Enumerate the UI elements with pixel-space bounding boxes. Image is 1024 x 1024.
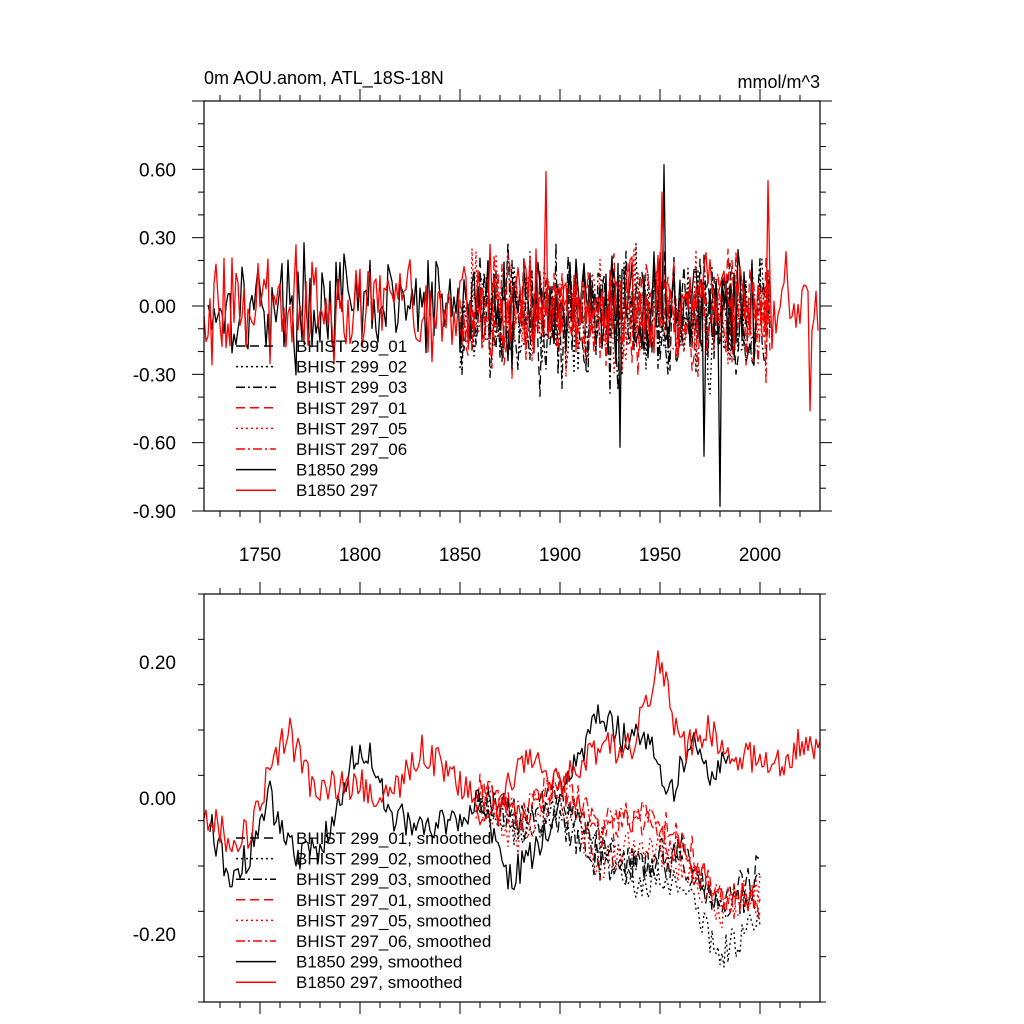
legend-label: B1850 299, smoothed (296, 953, 462, 972)
legend-label: B1850 297, smoothed (296, 973, 462, 992)
legend-label: BHIST 299_02 (296, 358, 407, 377)
x-tick-label: 1800 (339, 545, 381, 566)
legend-label: BHIST 297_05, smoothed (296, 911, 491, 930)
top-panel-units: mmol/m^3 (738, 72, 820, 92)
series-line (203, 650, 821, 853)
series-line (203, 170, 819, 412)
legend-label: BHIST 299_01 (296, 337, 407, 356)
x-tick-label: 1750 (239, 545, 281, 566)
y-tick-label: -0.20 (133, 925, 176, 946)
top-panel: 0m AOU.anom, ATL_18S-18N mmol/m^3 1750 18… (133, 68, 832, 566)
y-tick-label: -0.30 (133, 365, 176, 386)
y-tick-label: 0.20 (139, 653, 176, 674)
legend-label: BHIST 297_01 (296, 399, 407, 418)
legend-label: B1850 297 (296, 481, 378, 500)
x-tick-label: 1850 (439, 545, 481, 566)
series-line (207, 164, 763, 508)
series-line (475, 776, 761, 913)
legend-label: BHIST 299_03 (296, 378, 407, 397)
bottom-panel: 0.20 0.00 -0.20 BHIST 299_01, smoothed BHIST… (133, 582, 826, 1014)
x-tick-label: 2000 (739, 545, 781, 566)
y-tick-label: -0.90 (133, 502, 176, 523)
y-tick-label: 0.30 (139, 229, 176, 250)
legend-label: BHIST 299_01, smoothed (296, 829, 491, 848)
legend-label: BHIST 297_01, smoothed (296, 891, 491, 910)
y-tick-label: 0.00 (139, 789, 176, 810)
y-tick-label: 0.60 (139, 160, 176, 181)
series-line (459, 243, 771, 395)
plot-frame (203, 593, 821, 1003)
legend-label: BHIST 297_06 (296, 440, 407, 459)
legend-label: BHIST 297_05 (296, 419, 407, 438)
top-panel-title: 0m AOU.anom, ATL_18S-18N (204, 68, 444, 89)
series-line (475, 773, 761, 914)
legend-label: B1850 299 (296, 461, 378, 480)
x-tick-label: 1900 (539, 545, 581, 566)
series-line (475, 795, 761, 968)
y-tick-label: -0.60 (133, 434, 176, 455)
y-tick-label: 0.00 (139, 297, 176, 318)
series-line (476, 769, 761, 919)
series-line (475, 788, 761, 919)
legend-label: BHIST 299_03, smoothed (296, 870, 491, 889)
legend-label: BHIST 297_06, smoothed (296, 932, 491, 951)
series-line (459, 249, 771, 397)
x-tick-label: 1950 (639, 545, 681, 566)
series-line (475, 791, 761, 929)
legend-label: BHIST 299_02, smoothed (296, 850, 491, 869)
series-line (209, 704, 731, 891)
